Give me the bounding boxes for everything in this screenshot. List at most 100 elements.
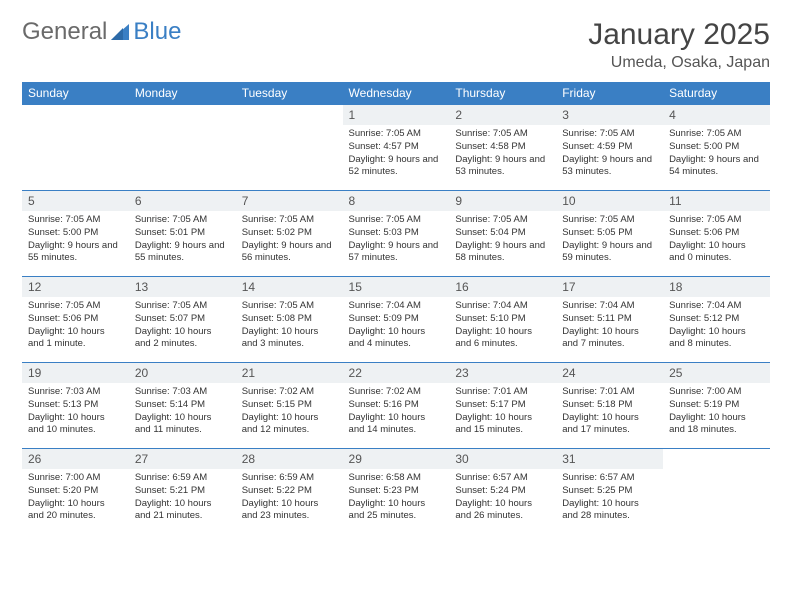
- sunset-label: Sunset:: [455, 141, 487, 152]
- day-number: 24: [556, 363, 663, 383]
- daylight-label: Daylight:: [562, 154, 599, 165]
- sunrise-label: Sunrise:: [242, 472, 277, 483]
- sunrise-label: Sunrise:: [349, 386, 384, 397]
- sunrise-label: Sunrise:: [455, 128, 490, 139]
- day-details: Sunrise: 7:04 AMSunset: 5:09 PMDaylight:…: [343, 297, 450, 357]
- day-details: Sunrise: 6:59 AMSunset: 5:21 PMDaylight:…: [129, 469, 236, 529]
- day-details: Sunrise: 7:05 AMSunset: 5:00 PMDaylight:…: [663, 125, 770, 185]
- sunrise-value: 7:05 AM: [66, 300, 101, 311]
- sunrise-value: 7:03 AM: [172, 386, 207, 397]
- weekday-header: Tuesday: [236, 82, 343, 105]
- day-number: 2: [449, 105, 556, 125]
- sunrise-value: 7:05 AM: [600, 128, 635, 139]
- sunrise-value: 7:05 AM: [279, 300, 314, 311]
- sunrise-value: 7:05 AM: [386, 128, 421, 139]
- day-number: 17: [556, 277, 663, 297]
- sunrise-label: Sunrise:: [669, 128, 704, 139]
- sunset-label: Sunset:: [242, 485, 274, 496]
- day-number: 19: [22, 363, 129, 383]
- day-number: 25: [663, 363, 770, 383]
- day-number: 23: [449, 363, 556, 383]
- calendar-day: 26Sunrise: 7:00 AMSunset: 5:20 PMDayligh…: [22, 449, 129, 535]
- day-details: Sunrise: 7:05 AMSunset: 5:02 PMDaylight:…: [236, 211, 343, 271]
- sunrise-value: 7:05 AM: [66, 214, 101, 225]
- day-number: 29: [343, 449, 450, 469]
- sunrise-label: Sunrise:: [135, 472, 170, 483]
- sunrise-value: 7:04 AM: [493, 300, 528, 311]
- daylight-label: Daylight:: [455, 498, 492, 509]
- daylight-label: Daylight:: [135, 412, 172, 423]
- logo: General Blue: [22, 18, 181, 46]
- sunrise-label: Sunrise:: [28, 214, 63, 225]
- sunrise-label: Sunrise:: [242, 214, 277, 225]
- sunrise-value: 7:05 AM: [279, 214, 314, 225]
- sunrise-value: 6:59 AM: [172, 472, 207, 483]
- daylight-label: Daylight:: [242, 412, 279, 423]
- daylight-label: Daylight:: [669, 326, 706, 337]
- day-details: Sunrise: 7:04 AMSunset: 5:10 PMDaylight:…: [449, 297, 556, 357]
- daylight-label: Daylight:: [562, 498, 599, 509]
- sunrise-label: Sunrise:: [455, 472, 490, 483]
- sunrise-label: Sunrise:: [455, 386, 490, 397]
- calendar-day: 25Sunrise: 7:00 AMSunset: 5:19 PMDayligh…: [663, 363, 770, 449]
- day-number: 12: [22, 277, 129, 297]
- daylight-label: Daylight:: [28, 498, 65, 509]
- logo-text-part1: General: [22, 18, 107, 46]
- location: Umeda, Osaka, Japan: [588, 54, 770, 72]
- sunset-label: Sunset:: [135, 485, 167, 496]
- sunrise-value: 7:05 AM: [493, 214, 528, 225]
- logo-text-part2: Blue: [133, 18, 181, 46]
- sunrise-value: 7:05 AM: [386, 214, 421, 225]
- sunrise-value: 7:05 AM: [172, 300, 207, 311]
- calendar-day: 31Sunrise: 6:57 AMSunset: 5:25 PMDayligh…: [556, 449, 663, 535]
- sunset-value: 5:09 PM: [383, 313, 418, 324]
- daylight-label: Daylight:: [28, 412, 65, 423]
- calendar-day-empty: [236, 105, 343, 191]
- sunset-label: Sunset:: [135, 399, 167, 410]
- day-details: Sunrise: 7:05 AMSunset: 4:59 PMDaylight:…: [556, 125, 663, 185]
- weekday-header: Thursday: [449, 82, 556, 105]
- calendar-day-empty: [663, 449, 770, 535]
- title-block: January 2025 Umeda, Osaka, Japan: [588, 18, 770, 72]
- day-details: Sunrise: 7:05 AMSunset: 4:57 PMDaylight:…: [343, 125, 450, 185]
- calendar-day-empty: [22, 105, 129, 191]
- day-details: Sunrise: 7:05 AMSunset: 5:05 PMDaylight:…: [556, 211, 663, 271]
- day-details: Sunrise: 7:05 AMSunset: 5:08 PMDaylight:…: [236, 297, 343, 357]
- sunrise-label: Sunrise:: [135, 386, 170, 397]
- day-number: 26: [22, 449, 129, 469]
- calendar-day: 29Sunrise: 6:58 AMSunset: 5:23 PMDayligh…: [343, 449, 450, 535]
- day-number: 15: [343, 277, 450, 297]
- day-details: Sunrise: 7:05 AMSunset: 5:01 PMDaylight:…: [129, 211, 236, 271]
- day-number: 1: [343, 105, 450, 125]
- calendar-day: 8Sunrise: 7:05 AMSunset: 5:03 PMDaylight…: [343, 191, 450, 277]
- sunset-value: 5:06 PM: [704, 227, 739, 238]
- calendar-day: 10Sunrise: 7:05 AMSunset: 5:05 PMDayligh…: [556, 191, 663, 277]
- calendar-head: SundayMondayTuesdayWednesdayThursdayFrid…: [22, 82, 770, 105]
- calendar-day: 7Sunrise: 7:05 AMSunset: 5:02 PMDaylight…: [236, 191, 343, 277]
- calendar-day: 13Sunrise: 7:05 AMSunset: 5:07 PMDayligh…: [129, 277, 236, 363]
- sunset-label: Sunset:: [135, 313, 167, 324]
- weekday-header: Wednesday: [343, 82, 450, 105]
- sunset-label: Sunset:: [242, 399, 274, 410]
- sunrise-value: 7:03 AM: [66, 386, 101, 397]
- sunset-label: Sunset:: [28, 227, 60, 238]
- calendar-day: 22Sunrise: 7:02 AMSunset: 5:16 PMDayligh…: [343, 363, 450, 449]
- sunset-label: Sunset:: [349, 227, 381, 238]
- daylight-label: Daylight:: [669, 240, 706, 251]
- sunrise-label: Sunrise:: [562, 472, 597, 483]
- sunset-value: 5:04 PM: [490, 227, 525, 238]
- sunrise-label: Sunrise:: [669, 214, 704, 225]
- sunset-value: 5:11 PM: [597, 313, 632, 324]
- logo-sail-icon: [109, 22, 131, 42]
- calendar-day: 16Sunrise: 7:04 AMSunset: 5:10 PMDayligh…: [449, 277, 556, 363]
- sunset-value: 5:16 PM: [383, 399, 418, 410]
- calendar-day: 17Sunrise: 7:04 AMSunset: 5:11 PMDayligh…: [556, 277, 663, 363]
- sunset-label: Sunset:: [562, 141, 594, 152]
- calendar-table: SundayMondayTuesdayWednesdayThursdayFrid…: [22, 82, 770, 535]
- daylight-label: Daylight:: [562, 240, 599, 251]
- sunset-value: 5:10 PM: [490, 313, 525, 324]
- sunrise-value: 7:05 AM: [707, 128, 742, 139]
- sunset-value: 5:12 PM: [704, 313, 739, 324]
- sunset-value: 4:58 PM: [490, 141, 525, 152]
- sunrise-value: 6:57 AM: [493, 472, 528, 483]
